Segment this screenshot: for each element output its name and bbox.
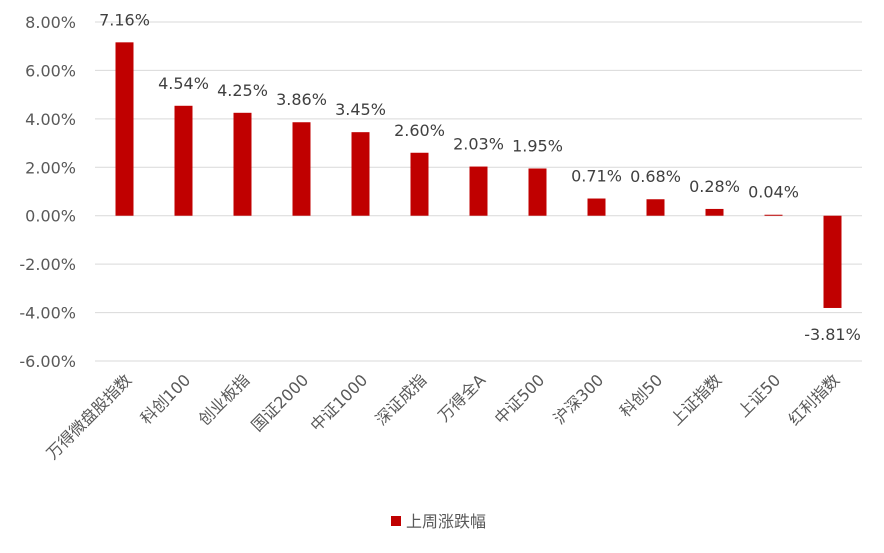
y-tick-label: -6.00% <box>19 352 76 371</box>
bar[interactable] <box>115 42 134 216</box>
bar[interactable] <box>174 105 193 216</box>
bar[interactable] <box>646 199 665 216</box>
bar[interactable] <box>410 152 429 216</box>
bar[interactable] <box>823 215 842 308</box>
data-label: 3.86% <box>276 90 327 109</box>
legend[interactable]: 上周涨跌幅 <box>391 512 486 531</box>
data-label: 0.28% <box>689 177 740 196</box>
x-tick-label: 科创50 <box>616 370 666 420</box>
data-label: 2.60% <box>394 121 445 140</box>
x-tick-label: 沪深300 <box>550 370 608 428</box>
x-tick-label: 上证50 <box>734 370 784 420</box>
x-tick-label: 中证500 <box>491 370 549 428</box>
x-tick-label: 中证1000 <box>306 370 371 435</box>
bar[interactable] <box>587 198 606 216</box>
y-tick-label: -4.00% <box>19 304 76 323</box>
data-label: 7.16% <box>99 10 150 29</box>
y-tick-label: 2.00% <box>25 158 76 177</box>
data-label: 4.54% <box>158 74 209 93</box>
x-tick-label: 上证指数 <box>667 370 726 429</box>
legend-label: 上周涨跌幅 <box>406 512 486 531</box>
bar[interactable] <box>292 122 311 216</box>
data-label: 0.04% <box>748 183 799 202</box>
x-tick-label: 深证成指 <box>372 370 431 429</box>
y-tick-label: 4.00% <box>25 110 76 129</box>
data-label: -3.81% <box>804 325 861 344</box>
data-label: 0.71% <box>571 167 622 186</box>
y-tick-label: -2.00% <box>19 255 76 274</box>
legend-swatch <box>391 516 401 526</box>
bar[interactable] <box>528 168 547 216</box>
x-tick-label: 创业板指 <box>195 370 254 429</box>
bar[interactable] <box>469 166 488 216</box>
bar[interactable] <box>764 214 783 216</box>
bar[interactable] <box>351 132 370 216</box>
data-labels: 7.16% 4.54% 4.25% 3.86% 3.45% 2.60% 2.03% 1.95%… <box>99 10 861 344</box>
y-tick-label: 8.00% <box>25 13 76 32</box>
y-tick-label: 0.00% <box>25 207 76 226</box>
data-label: 1.95% <box>512 136 563 155</box>
y-axis-ticks: 8.00% 6.00% 4.00% 2.00% 0.00% -2.00% -4.00% -6.… <box>19 13 76 371</box>
bar[interactable] <box>233 112 252 216</box>
x-tick-label: 万得微盘股指数 <box>43 370 136 463</box>
x-tick-label: 红利指数 <box>785 370 844 429</box>
data-label: 3.45% <box>335 100 386 119</box>
x-tick-label: 国证2000 <box>247 370 312 435</box>
x-tick-label: 万得全A <box>434 370 489 425</box>
bars <box>115 42 842 308</box>
y-tick-label: 6.00% <box>25 61 76 80</box>
bar[interactable] <box>705 208 724 216</box>
data-label: 0.68% <box>630 167 681 186</box>
data-label: 4.25% <box>217 81 268 100</box>
x-tick-label: 科创100 <box>137 370 195 428</box>
data-label: 2.03% <box>453 135 504 154</box>
